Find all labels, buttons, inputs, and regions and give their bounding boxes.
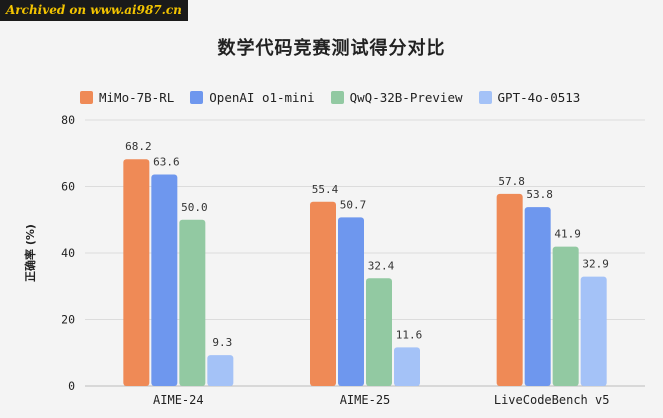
legend-swatch <box>80 90 93 104</box>
legend-swatch <box>190 90 204 104</box>
bar <box>123 159 150 386</box>
data-label: 63.6 <box>153 156 180 169</box>
x-category-label: AIME-24 <box>153 393 204 407</box>
data-label: 32.9 <box>582 258 609 271</box>
data-label: 57.8 <box>498 175 525 188</box>
bar <box>580 276 607 386</box>
x-axis-categories: AIME-24 AIME-25 LiveCodeBench v5 <box>153 393 609 407</box>
data-label: 9.3 <box>212 336 232 349</box>
y-tick-label: 60 <box>61 180 75 194</box>
y-axis-label: 正确率 (%) <box>23 224 37 282</box>
data-label: 68.2 <box>125 140 152 153</box>
watermark: Archived on www.ai987.cn <box>0 0 188 21</box>
gridlines <box>85 119 645 387</box>
legend-label: OpenAI o1-mini <box>209 89 315 105</box>
chart-legend: MiMo-7B-RL OpenAI o1-mini QwQ-32B-Preview G… <box>80 88 580 106</box>
data-label: 32.4 <box>368 259 395 272</box>
bars <box>123 159 607 386</box>
bar <box>524 207 551 386</box>
legend-swatch <box>478 90 492 104</box>
legend-swatch <box>330 90 344 104</box>
legend-item: GPT-4o-0513 <box>478 89 581 105</box>
data-label: 41.9 <box>554 228 581 241</box>
chart-title: 数学代码竞赛测试得分对比 <box>217 38 446 59</box>
y-axis-ticks: 0 20 40 60 80 <box>61 113 75 393</box>
bar <box>496 193 523 386</box>
y-tick-label: 20 <box>61 313 75 327</box>
data-label: 53.8 <box>526 188 553 201</box>
bar <box>207 355 234 386</box>
legend-label: GPT-4o-0513 <box>497 89 581 105</box>
legend-item: QwQ-32B-Preview <box>330 89 463 105</box>
x-category-label: AIME-25 <box>340 393 391 407</box>
data-label: 50.0 <box>181 201 208 214</box>
data-label: 50.7 <box>340 198 367 211</box>
data-label: 55.4 <box>312 183 339 196</box>
bar <box>394 347 420 386</box>
y-tick-label: 40 <box>61 246 75 260</box>
y-tick-label: 0 <box>68 379 75 393</box>
bar <box>151 174 178 386</box>
legend-label: QwQ-32B-Preview <box>349 89 463 105</box>
bar <box>552 246 579 386</box>
x-category-label: LiveCodeBench v5 <box>494 393 610 407</box>
legend-label: MiMo-7B-RL <box>99 89 175 105</box>
data-label: 11.6 <box>396 328 423 341</box>
bar <box>366 278 392 386</box>
data-labels: 68.263.6 50.0 9.3 55.450.7 32.4 11.6 57.853.8 4… <box>125 140 609 349</box>
legend-item: OpenAI o1-mini <box>190 89 315 105</box>
legend-item: MiMo-7B-RL <box>80 90 174 105</box>
bar <box>310 201 336 386</box>
bar <box>338 217 364 386</box>
bar <box>179 219 206 386</box>
y-tick-label: 80 <box>61 113 75 127</box>
